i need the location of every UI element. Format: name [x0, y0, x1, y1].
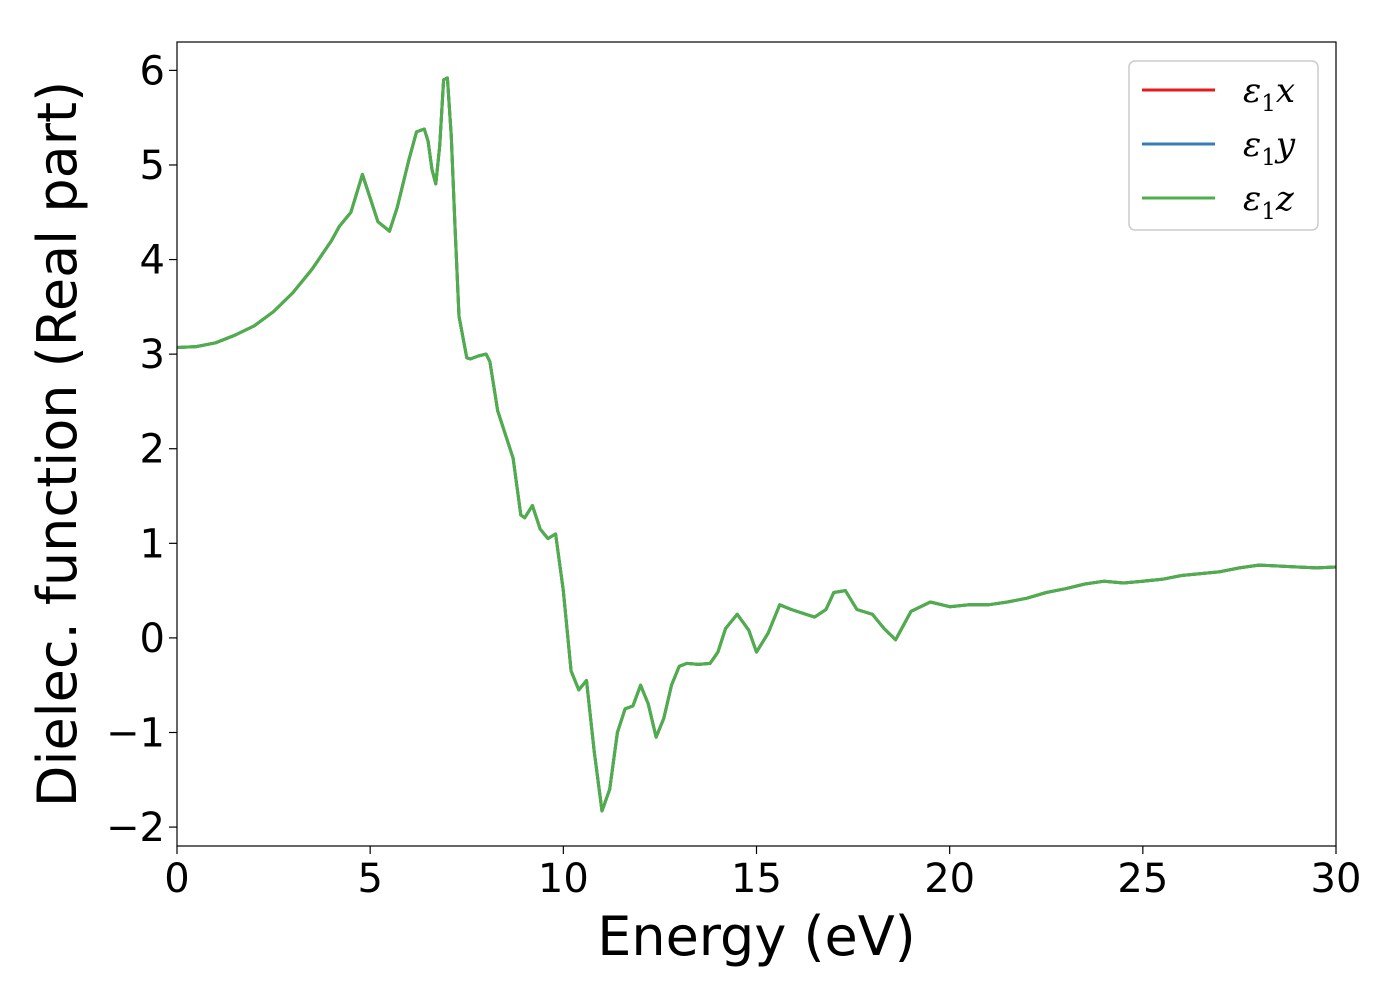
y-tick-label: −2	[106, 805, 165, 851]
x-axis-label: Energy (eV)	[597, 905, 916, 968]
y-axis-label: Dielec. function (Real part)	[26, 81, 89, 807]
y-tick-label: 6	[140, 48, 165, 94]
legend-box	[1128, 60, 1319, 231]
x-tick-label: 25	[1117, 856, 1168, 902]
series-lines	[177, 76, 1336, 813]
legend: ε1x ε1y ε1z	[1128, 60, 1319, 231]
axes: 0 5 10 15 20 25 30 −2 −1 0 1 2 3 4 5 6	[106, 41, 1362, 902]
legend-label-x: ε1x	[1243, 71, 1295, 117]
y-tick-label: 1	[140, 521, 165, 567]
x-tick-label: 5	[357, 856, 382, 902]
x-tick-label: 10	[538, 856, 589, 902]
x-tick-label: 20	[924, 856, 975, 902]
series-line-z	[177, 76, 1336, 813]
y-tick-label: 2	[140, 427, 165, 473]
y-tick-label: −1	[106, 710, 165, 756]
y-tick-label: 0	[140, 616, 165, 662]
x-tick-label: 30	[1311, 856, 1362, 902]
y-tick-label: 3	[140, 332, 165, 378]
x-tick-label: 15	[731, 856, 782, 902]
legend-label-y: ε1y	[1243, 125, 1296, 171]
y-tick-label: 4	[140, 238, 165, 284]
legend-label-z: ε1z	[1243, 179, 1295, 225]
y-tick-label: 5	[140, 143, 165, 189]
x-tick-label: 0	[164, 856, 189, 902]
